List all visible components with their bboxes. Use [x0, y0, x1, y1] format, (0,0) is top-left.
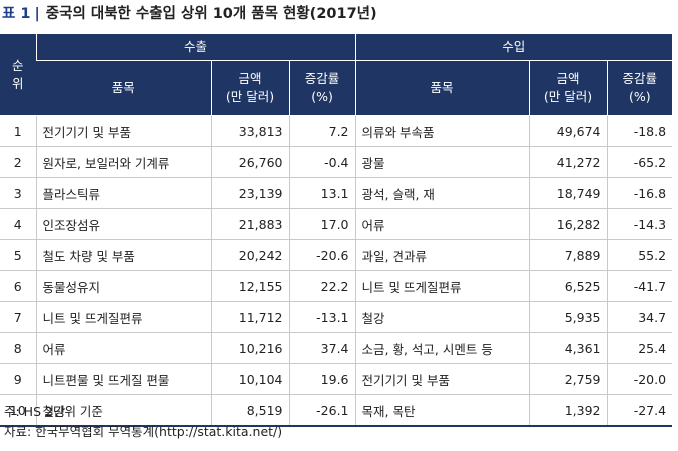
rank-cell: 8 — [0, 332, 36, 364]
table-title-text: 중국의 대북한 수출입 상위 10개 품목 현황(2017년) — [45, 6, 377, 22]
import-amount-cell: 2,759 — [528, 363, 608, 395]
export-change-cell: 22.2 — [288, 270, 356, 302]
rank-cell: 9 — [0, 363, 36, 395]
table-row: 1 전기기기 및 부품 33,813 7.2 의류와 부속품 49,674 -18.8 — [0, 115, 673, 147]
import-change-cell: -65.2 — [606, 146, 673, 178]
header-export-amount: 금액 (만 달러) — [210, 60, 289, 116]
export-amount-cell: 10,104 — [210, 363, 289, 395]
export-amount-cell: 10,216 — [210, 332, 289, 364]
export-change-cell: -13.1 — [288, 301, 356, 333]
export-item-cell: 어류 — [35, 332, 211, 364]
rank-cell: 5 — [0, 239, 36, 271]
table-row: 3 플라스틱류 23,139 13.1 광석, 슬랙, 재 18,749 -16.8 — [0, 177, 673, 209]
import-change-cell: 34.7 — [606, 301, 673, 333]
table-row: 8 어류 10,216 37.4 소금, 황, 석고, 시멘트 등 4,361 25.4 — [0, 332, 673, 364]
import-amount-cell: 7,889 — [528, 239, 608, 271]
table-row: 9 니트편물 및 뜨게질 편물 10,104 19.6 전기기기 및 부품 2,759 -2… — [0, 363, 673, 395]
import-item-cell: 의류와 부속품 — [354, 115, 530, 147]
export-item-cell: 동물성유지 — [35, 270, 211, 302]
import-item-cell: 소금, 황, 석고, 시멘트 등 — [354, 332, 530, 364]
header-import-change: 증감률 (%) — [606, 60, 673, 116]
title-separator: | — [34, 6, 40, 22]
import-change-cell: 55.2 — [606, 239, 673, 271]
import-item-cell: 철강 — [354, 301, 530, 333]
import-change-cell: -41.7 — [606, 270, 673, 302]
export-item-cell: 니트편물 및 뜨게질 편물 — [35, 363, 211, 395]
export-item-cell: 원자로, 보일러와 기계류 — [35, 146, 211, 178]
import-change-cell: -20.0 — [606, 363, 673, 395]
import-amount-cell: 16,282 — [528, 208, 608, 240]
export-item-cell: 전기기기 및 부품 — [35, 115, 211, 147]
import-amount-cell: 41,272 — [528, 146, 608, 178]
export-change-cell: -0.4 — [288, 146, 356, 178]
header-rank: 순 위 — [0, 34, 36, 116]
rank-cell: 6 — [0, 270, 36, 302]
export-item-cell: 철강 — [35, 394, 211, 427]
table-row: 7 니트 및 뜨게질편류 11,712 -13.1 철강 5,935 34.7 — [0, 301, 673, 333]
export-change-cell: -26.1 — [288, 394, 356, 427]
rank-cell: 7 — [0, 301, 36, 333]
import-amount-cell: 18,749 — [528, 177, 608, 209]
table-row: 10 철강 8,519 -26.1 목재, 목탄 1,392 -27.4 — [0, 394, 673, 427]
import-change-cell: -16.8 — [606, 177, 673, 209]
export-change-cell: 19.6 — [288, 363, 356, 395]
import-amount-cell: 5,935 — [528, 301, 608, 333]
import-item-cell: 목재, 목탄 — [354, 394, 530, 427]
trade-table: 순 위 수출 수입 품목 금액 (만 달러) 증감률 (%) 품목 금액 (만 … — [0, 34, 673, 427]
rank-cell: 4 — [0, 208, 36, 240]
export-item-cell: 니트 및 뜨게질편류 — [35, 301, 211, 333]
import-change-cell: -14.3 — [606, 208, 673, 240]
rank-cell: 2 — [0, 146, 36, 178]
header-export-change: 증감률 (%) — [288, 60, 356, 116]
export-amount-cell: 21,883 — [210, 208, 289, 240]
export-amount-cell: 33,813 — [210, 115, 289, 147]
export-change-cell: 37.4 — [288, 332, 356, 364]
header-import-item: 품목 — [354, 60, 530, 116]
export-change-cell: 13.1 — [288, 177, 356, 209]
export-change-cell: 17.0 — [288, 208, 356, 240]
export-item-cell: 플라스틱류 — [35, 177, 211, 209]
table-row: 2 원자로, 보일러와 기계류 26,760 -0.4 광물 41,272 -65.2 — [0, 146, 673, 178]
table-row: 5 철도 차량 및 부품 20,242 -20.6 과일, 견과류 7,889 55.2 — [0, 239, 673, 271]
export-item-cell: 철도 차량 및 부품 — [35, 239, 211, 271]
import-item-cell: 광물 — [354, 146, 530, 178]
table-row: 6 동물성유지 12,155 22.2 니트 및 뜨게질편류 6,525 -41.7 — [0, 270, 673, 302]
source-note: 자료: 한국무역협회 무역통계(http://stat.kita.net/) — [4, 424, 283, 439]
export-amount-cell: 26,760 — [210, 146, 289, 178]
import-change-cell: -27.4 — [606, 394, 673, 427]
table-title: 표 1 | 중국의 대북한 수출입 상위 10개 품목 현황(2017년) — [0, 2, 678, 26]
rank-cell: 1 — [0, 115, 36, 147]
export-change-cell: 7.2 — [288, 115, 356, 147]
import-item-cell: 전기기기 및 부품 — [354, 363, 530, 395]
table-row: 4 인조장섬유 21,883 17.0 어류 16,282 -14.3 — [0, 208, 673, 240]
export-amount-cell: 23,139 — [210, 177, 289, 209]
header-export: 수출 — [35, 34, 356, 61]
export-change-cell: -20.6 — [288, 239, 356, 271]
rank-cell: 3 — [0, 177, 36, 209]
export-amount-cell: 12,155 — [210, 270, 289, 302]
import-change-cell: -18.8 — [606, 115, 673, 147]
import-item-cell: 광석, 슬랙, 재 — [354, 177, 530, 209]
header-import-amount: 금액 (만 달러) — [528, 60, 608, 116]
import-amount-cell: 6,525 — [528, 270, 608, 302]
import-item-cell: 과일, 견과류 — [354, 239, 530, 271]
import-amount-cell: 1,392 — [528, 394, 608, 427]
footnote: 주: HS 2단위 기준 — [4, 404, 103, 419]
import-item-cell: 니트 및 뜨게질편류 — [354, 270, 530, 302]
header-export-item: 품목 — [36, 60, 211, 116]
import-item-cell: 어류 — [354, 208, 530, 240]
rank-cell: 10 — [0, 394, 36, 427]
table-number: 표 1 — [2, 6, 31, 22]
import-amount-cell: 49,674 — [528, 115, 608, 147]
header-import: 수입 — [354, 34, 673, 61]
export-item-cell: 인조장섬유 — [35, 208, 211, 240]
export-amount-cell: 8,519 — [210, 394, 289, 427]
import-change-cell: 25.4 — [606, 332, 673, 364]
import-amount-cell: 4,361 — [528, 332, 608, 364]
export-amount-cell: 20,242 — [210, 239, 289, 271]
export-amount-cell: 11,712 — [210, 301, 289, 333]
table-body: 1 전기기기 및 부품 33,813 7.2 의류와 부속품 49,674 -18.8 2 원자… — [0, 115, 673, 427]
